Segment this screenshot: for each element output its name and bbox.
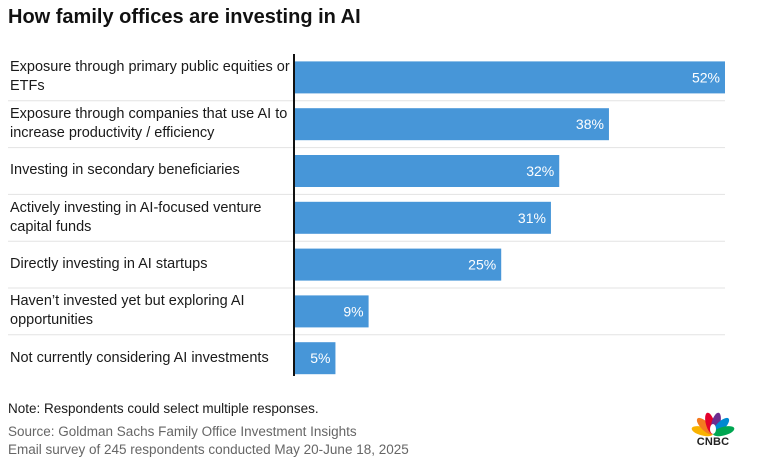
cnbc-logo: CNBC	[688, 408, 738, 448]
bar	[294, 61, 725, 94]
bar-value-label: 5%	[310, 350, 330, 366]
bar	[294, 248, 502, 281]
bar-chart: 52% 38% 32% 31% 25% 9% 5%	[8, 54, 725, 376]
category-label: Actively investing in AI-focused venture…	[10, 199, 262, 235]
category-label: Not currently considering AI investments	[10, 349, 269, 366]
bar-value-label: 31%	[518, 210, 546, 226]
category-label: Exposure through primary public equities…	[10, 59, 290, 95]
category-label: Investing in secondary beneficiaries	[10, 162, 240, 179]
chart-source: Source: Goldman Sachs Family Office Inve…	[8, 424, 357, 439]
bar	[294, 108, 609, 141]
bar-value-label: 52%	[692, 69, 720, 85]
chart-survey-details: Email survey of 245 respondents conducte…	[8, 442, 409, 457]
bars	[294, 61, 725, 375]
chart-title: How family offices are investing in AI	[8, 6, 361, 28]
bar	[294, 201, 551, 234]
category-label: Exposure through companies that use AI t…	[10, 106, 288, 142]
bar-value-label: 9%	[343, 303, 363, 319]
bar	[294, 342, 336, 375]
cnbc-logo-text: CNBC	[696, 436, 730, 448]
bar-value-label: 25%	[468, 257, 496, 273]
category-label: Haven’t invested yet but exploring AI op…	[10, 293, 245, 329]
peacock-body	[710, 424, 716, 434]
chart-note: Note: Respondents could select multiple …	[8, 401, 319, 416]
bar	[294, 295, 369, 328]
value-labels: 52% 38% 32% 31% 25% 9% 5%	[310, 69, 720, 366]
peacock-icon	[691, 412, 735, 437]
bar-value-label: 32%	[526, 163, 554, 179]
bar	[294, 155, 560, 187]
bar-value-label: 38%	[576, 116, 604, 132]
category-label: Directly investing in AI startups	[10, 256, 208, 273]
separator-lines	[8, 100, 725, 336]
peacock-feather	[712, 426, 735, 437]
